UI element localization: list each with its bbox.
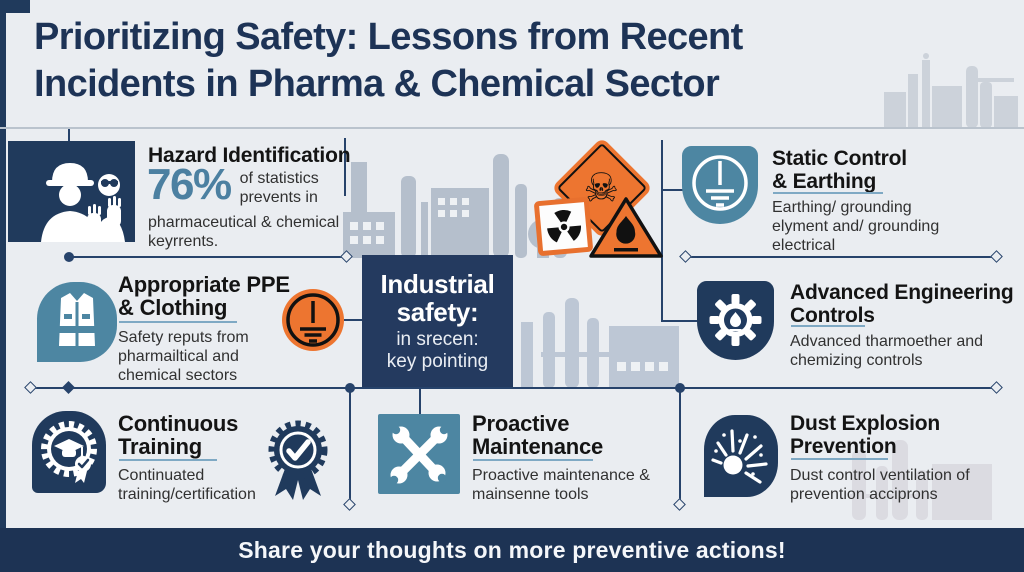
connector xyxy=(344,138,346,196)
title-divider xyxy=(0,127,1024,129)
connector xyxy=(68,129,70,142)
connector-diamond xyxy=(24,381,37,394)
static-control-underline xyxy=(773,192,883,194)
connector xyxy=(661,140,663,322)
crossed-wrenches-icon xyxy=(378,414,460,494)
bottom-banner: Share your thoughts on more preventive a… xyxy=(0,528,1024,572)
banner-text: Share your thoughts on more preventive a… xyxy=(238,536,786,563)
engineering-title: Advanced Engineering Controls xyxy=(790,281,1014,327)
training-body: Continuated training/certification xyxy=(118,467,256,503)
stat-value: 76% xyxy=(147,160,232,209)
static-control-body: Earthing/ grounding elyment and/ groundi… xyxy=(772,199,940,254)
factory-silhouette-right xyxy=(521,298,679,388)
dust-underline xyxy=(791,458,888,460)
stat-caption: of statistics prevents in xyxy=(239,170,319,206)
explosion-burst-icon xyxy=(704,415,778,497)
earthing-circle-icon xyxy=(282,289,344,351)
connector-diamond xyxy=(679,250,692,263)
hazard-identification-stat: 76% of statistics prevents in xyxy=(147,163,319,207)
connector xyxy=(344,319,364,321)
safety-vest-icon xyxy=(37,282,117,362)
connector-dot xyxy=(64,252,74,262)
connector-dot xyxy=(345,383,355,393)
page-title: Prioritizing Safety: Lessons from Recent… xyxy=(34,16,743,105)
center-subline: in srecen: key pointing xyxy=(386,328,489,372)
connector-diamond xyxy=(343,498,356,511)
maintenance-body: Proactive maintenance & mainsenne tools xyxy=(472,467,650,503)
gear-flame-icon xyxy=(697,281,774,360)
hazard-identification-title: Hazard Identification xyxy=(148,144,351,167)
connector xyxy=(661,189,685,191)
connector xyxy=(69,256,350,258)
factory-silhouette-title xyxy=(884,53,1018,128)
radiation-sign xyxy=(533,196,594,257)
connector xyxy=(31,387,996,389)
connector xyxy=(419,387,421,416)
engineering-body: Advanced tharmoether and chemizing contr… xyxy=(790,333,984,369)
connector-diamond xyxy=(62,381,75,394)
left-edge-accent xyxy=(0,0,6,528)
hazard-identification-body: pharmaceutical & chemical keyrrents. xyxy=(148,214,340,250)
connector xyxy=(661,320,703,322)
factory-silhouette-bottom xyxy=(850,440,992,520)
flammable-sign xyxy=(589,197,663,258)
training-title: Continuous Training xyxy=(118,411,239,459)
maintenance-underline xyxy=(473,459,593,461)
connector xyxy=(686,256,996,258)
top-corner-accent xyxy=(0,0,30,13)
static-control-title: Static Control & Earthing xyxy=(772,147,907,193)
connector xyxy=(679,389,681,501)
connector xyxy=(349,389,351,501)
engineering-underline xyxy=(791,325,865,327)
radiation-icon xyxy=(546,209,581,242)
connector-diamond xyxy=(990,250,1003,263)
maintenance-title: Proactive Maintenance xyxy=(472,411,604,459)
graduation-badge-icon xyxy=(32,411,106,493)
connector-diamond xyxy=(673,498,686,511)
dust-body: Dust control ventilation of prevention a… xyxy=(790,467,970,503)
center-headline: Industrial safety: xyxy=(380,268,495,327)
ppe-title: Appropriate PPE & Clothing xyxy=(118,272,290,320)
connector-dot xyxy=(675,383,685,393)
ppe-underline xyxy=(119,321,237,323)
center-headline-box: Industrial safety: in srecen: key pointi… xyxy=(362,255,513,387)
connector-diamond xyxy=(990,381,1003,394)
earthing-symbol-icon xyxy=(682,146,758,224)
ribbon-check-badge xyxy=(268,420,328,500)
training-underline xyxy=(119,459,217,461)
dust-title: Dust Explosion Prevention xyxy=(790,412,941,458)
workers-ppe-icon xyxy=(8,141,135,242)
ppe-body: Safety reputs from pharmailtical and che… xyxy=(118,329,249,384)
